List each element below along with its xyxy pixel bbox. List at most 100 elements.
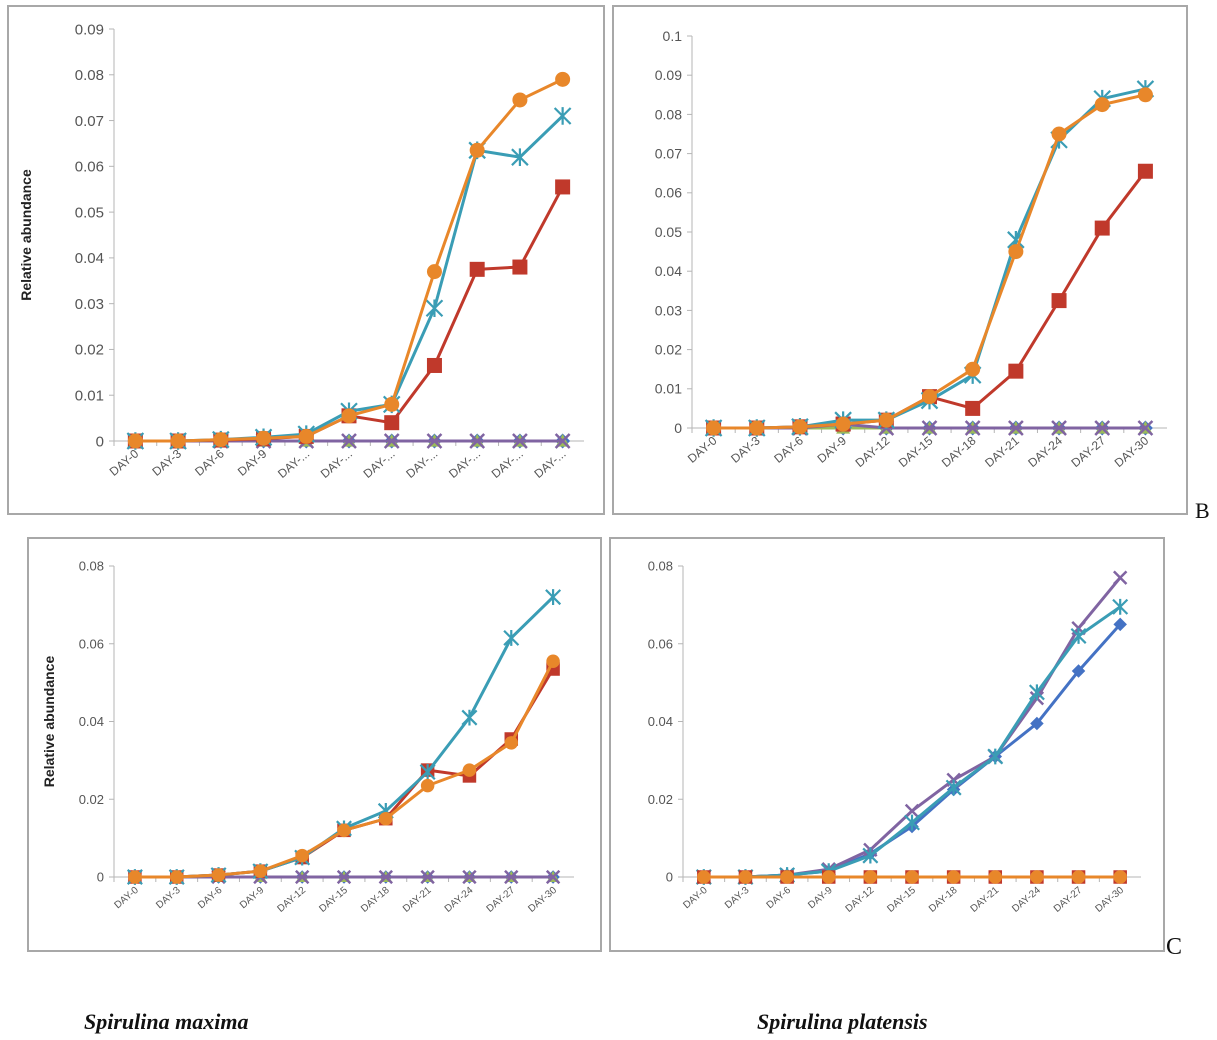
y-tick-label: 0.06: [655, 185, 682, 201]
y-tick-label: 0.02: [75, 342, 104, 359]
x-tick-label: DAY-27: [1052, 885, 1085, 915]
x-tick-label: DAY-12: [844, 885, 877, 915]
data-point: [128, 870, 142, 884]
y-tick-label: 0.08: [655, 106, 682, 122]
data-point: [965, 400, 981, 416]
x-tick-label: DAY-9: [235, 446, 270, 478]
data-point: [546, 654, 560, 668]
data-point: [294, 869, 310, 885]
x-tick-label: DAY-27: [485, 885, 518, 915]
data-point: [253, 864, 268, 878]
data-point: [738, 870, 753, 884]
panel-label-c: C: [1166, 934, 1183, 960]
y-tick-label: 0.08: [648, 559, 673, 574]
x-tick-label: DAY-27: [1068, 433, 1108, 470]
data-point: [426, 433, 443, 449]
series-line: [713, 87, 1146, 430]
data-point: [341, 408, 357, 424]
y-tick-label: 0.01: [655, 381, 682, 397]
y-tick-label: 0.08: [75, 67, 104, 84]
data-point: [921, 420, 938, 436]
y-tick-label: 0: [674, 420, 682, 436]
x-tick-label: DAY-21: [969, 885, 1002, 915]
data-point: [1051, 293, 1067, 309]
data-point: [1030, 716, 1044, 731]
data-point: [504, 869, 519, 885]
series-line: [135, 114, 564, 443]
y-tick-label: 0.04: [655, 263, 682, 279]
x-tick-label: DAY-9: [815, 433, 850, 465]
y-tick-label: 0.01: [75, 387, 104, 404]
data-point: [863, 870, 878, 884]
x-tick-label: DAY-...: [403, 447, 440, 481]
y-tick-label: 0.07: [75, 113, 104, 130]
data-point: [904, 814, 920, 831]
data-point: [1137, 420, 1154, 436]
data-point: [780, 870, 794, 884]
data-point: [504, 736, 519, 750]
data-point: [512, 92, 528, 108]
x-tick-label: DAY-9: [238, 885, 267, 912]
x-tick-label: DAY-30: [1093, 885, 1126, 915]
y-tick-label: 0.07: [655, 146, 682, 162]
data-point: [1137, 163, 1153, 179]
caption-left: Spirulina maxima: [84, 1009, 249, 1034]
data-point: [1094, 420, 1111, 436]
y-tick-label: 0: [96, 433, 104, 450]
data-point: [420, 869, 435, 885]
data-point: [545, 869, 561, 885]
y-tick-label: 0: [97, 870, 104, 885]
chart-svg-bottom-right: 0 0.02 0.04 0.06 0.08 DAY-0 DAY-3 DAY-6 DAY-9 DAY…: [648, 559, 1141, 915]
x-tick-label: DAY-0: [107, 446, 142, 478]
chart-svg-top-right: 0 0.01 0.02 0.03 0.04 0.05 0.06 0.07 0.08 0.09 0.1…: [655, 28, 1167, 470]
panel-label-b: B: [1195, 498, 1210, 523]
data-point: [426, 357, 442, 373]
y-tick-label: 0.02: [648, 792, 673, 807]
y-tick-label: 0.06: [79, 636, 104, 651]
data-point: [1113, 617, 1127, 632]
data-point: [1071, 664, 1086, 678]
x-tick-label: DAY-6: [192, 446, 227, 478]
y-tick-label: 0.09: [655, 67, 682, 83]
y-axis-label: Relative abundance: [41, 656, 57, 788]
y-tick-label: 0.06: [648, 636, 673, 651]
x-tick-label: DAY-...: [318, 447, 355, 481]
x-tick-label: DAY-15: [885, 885, 918, 915]
series-4: [126, 589, 562, 885]
data-point: [1094, 97, 1110, 113]
data-point: [835, 416, 851, 432]
y-tick-label: 0.03: [75, 296, 104, 313]
data-point: [378, 869, 394, 885]
series-line: [703, 605, 1122, 879]
data-point: [1051, 420, 1067, 436]
x-tick-label: DAY-30: [526, 885, 559, 915]
series-1: [696, 570, 1128, 885]
x-tick-label: DAY-0: [112, 885, 141, 912]
y-tick-label: 0.04: [75, 250, 104, 267]
data-point: [1008, 244, 1024, 260]
series-4: [704, 80, 1155, 437]
y-axis-label: Relative abundance: [18, 169, 34, 301]
x-tick-label: DAY-3: [154, 885, 183, 912]
data-point: [749, 420, 765, 436]
data-point: [169, 870, 184, 884]
x-tick-label: DAY-0: [685, 433, 720, 465]
data-point: [1051, 126, 1067, 142]
y-tick-label: 0.02: [655, 342, 682, 358]
chart-svg-top-left: 0 0.01 0.02 0.03 0.04 0.05 0.06 0.07 0.08 0.09 DAY…: [18, 21, 584, 481]
data-point: [341, 433, 357, 449]
chart-panel-bottom-left: 0 0.02 0.04 0.06 0.08 DAY-0 DAY-3 DAY-6 DAY-9 DAY…: [27, 537, 602, 952]
x-tick-label: DAY-18: [359, 885, 392, 915]
y-tick-label: 0.05: [75, 204, 104, 221]
data-point: [1094, 220, 1110, 236]
data-point: [1071, 870, 1086, 884]
data-point: [905, 870, 919, 884]
data-point: [503, 629, 520, 646]
y-tick-label: 0.09: [75, 21, 104, 38]
data-point: [462, 763, 477, 777]
x-tick-label: DAY-18: [927, 885, 960, 915]
y-tick-label: 0.03: [655, 302, 682, 318]
data-point: [545, 589, 562, 606]
data-point: [878, 412, 894, 428]
data-point: [553, 107, 572, 125]
